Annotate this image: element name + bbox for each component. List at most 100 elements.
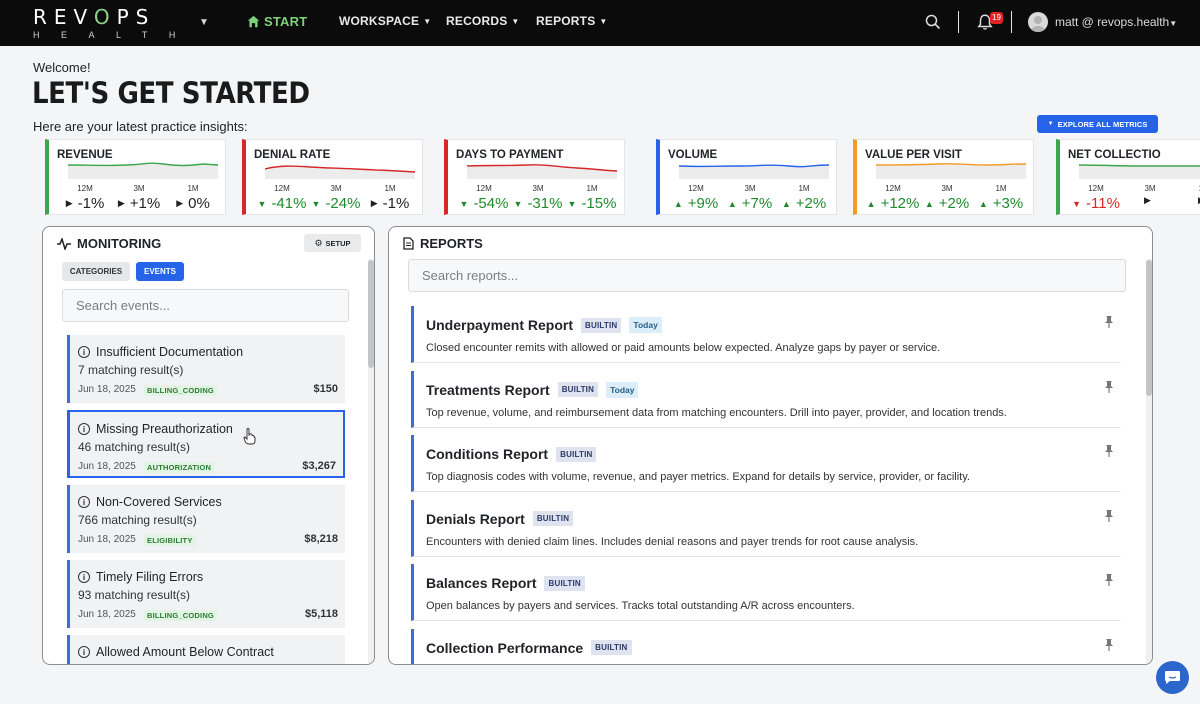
reports-header: REPORTS bbox=[403, 236, 483, 251]
event-card[interactable]: i Insufficient Documentation 7 matching re… bbox=[67, 335, 345, 403]
period-value: ▼ -54% bbox=[456, 195, 512, 212]
nav-reports[interactable]: REPORTS ▼ bbox=[536, 14, 608, 28]
chevron-down-icon: ▼ bbox=[1169, 19, 1178, 28]
sparkline-area bbox=[68, 163, 218, 179]
trend-arrow-icon: ▶ bbox=[176, 198, 184, 208]
chat-launcher-button[interactable] bbox=[1156, 661, 1189, 694]
report-card[interactable]: Denials Report BUILTIN Encounters with den… bbox=[411, 499, 1121, 557]
event-date: Jun 18, 2025 bbox=[78, 461, 136, 472]
metric-card[interactable]: VOLUME 12M ▲ +9% 3M ▲ +7% 1M ▲ +2% bbox=[656, 139, 837, 215]
metric-period: 3M ▲ +2% bbox=[919, 184, 975, 212]
info-icon: i bbox=[78, 571, 90, 583]
pin-icon[interactable] bbox=[1104, 509, 1114, 522]
metric-card[interactable]: DENIAL RATE 12M ▼ -41% 3M ▼ -24% 1M ▶ -1% bbox=[242, 139, 423, 215]
trend-value: +12% bbox=[880, 195, 920, 212]
trend-arrow-icon: ▲ bbox=[727, 198, 737, 209]
today-badge: Today bbox=[606, 381, 639, 398]
notification-badge: 19 bbox=[990, 12, 1003, 24]
period-label: 12M bbox=[1088, 184, 1104, 193]
pin-icon[interactable] bbox=[1104, 638, 1114, 651]
info-icon: i bbox=[78, 496, 90, 508]
sparkline-line bbox=[876, 163, 1026, 166]
metric-period: 12M ▼ -11% bbox=[1068, 184, 1124, 212]
report-card[interactable]: Underpayment Report BUILTIN Today Closed en… bbox=[411, 306, 1121, 363]
event-title-text: Insufficient Documentation bbox=[96, 345, 244, 359]
sparkline-line bbox=[1079, 164, 1200, 167]
bell-icon[interactable] bbox=[976, 13, 994, 31]
event-category-tag: BILLING_CODING bbox=[144, 385, 217, 396]
metric-card[interactable]: VALUE PER VISIT 12M ▲ +12% 3M ▲ +2% 1M ▲ +3% bbox=[853, 139, 1034, 215]
report-card[interactable]: Conditions Report BUILTIN Top diagnosis co… bbox=[411, 435, 1121, 492]
user-menu[interactable]: matt @ revops.health▼ bbox=[1055, 15, 1177, 29]
builtin-badge: BUILTIN bbox=[581, 317, 622, 333]
report-card[interactable]: Balances Report BUILTIN Open balances by p… bbox=[411, 564, 1121, 621]
metric-name: VALUE PER VISIT bbox=[865, 149, 962, 161]
scrollbar[interactable] bbox=[368, 259, 374, 664]
report-name-text: Balances Report bbox=[426, 575, 537, 591]
report-card[interactable]: Treatments Report BUILTIN Today Top revenue… bbox=[411, 370, 1121, 428]
period-label: 12M bbox=[476, 184, 492, 193]
trend-arrow-icon: ▲ bbox=[866, 198, 876, 209]
sparkline-line bbox=[467, 164, 617, 172]
metric-card[interactable]: NET COLLECTIO 12M ▼ -11% 3M ▶ 1M ▶ bbox=[1056, 139, 1200, 215]
tab-events[interactable]: EVENTS bbox=[136, 262, 184, 281]
event-count: 766 matching result(s) bbox=[78, 513, 197, 527]
pin-icon[interactable] bbox=[1104, 574, 1114, 586]
event-card[interactable]: i Allowed Amount Below Contract bbox=[67, 635, 345, 664]
nav-start-label: START bbox=[264, 14, 308, 29]
trend-value: +1% bbox=[129, 195, 161, 212]
metrics-row: REVENUE 12M ▶ -1% 3M ▶ +1% 1M ▶ 0% DENIAL RATE 12M ▼… bbox=[45, 139, 1200, 215]
event-title: i Insufficient Documentation bbox=[78, 345, 243, 359]
trend-arrow-icon: ▶ bbox=[65, 198, 73, 208]
period-label: 12M bbox=[885, 184, 901, 193]
event-date: Jun 18, 2025 bbox=[78, 534, 136, 545]
tab-categories[interactable]: CATEGORIES bbox=[62, 262, 130, 281]
welcome-text: Welcome! bbox=[33, 60, 91, 75]
scrollbar-thumb[interactable] bbox=[1146, 260, 1152, 396]
period-label: 3M bbox=[532, 184, 544, 193]
nav-workspace[interactable]: WORKSPACE ▼ bbox=[339, 14, 431, 28]
event-count: 7 matching result(s) bbox=[78, 363, 184, 377]
metric-card[interactable]: REVENUE 12M ▶ -1% 3M ▶ +1% 1M ▶ 0% bbox=[45, 139, 226, 215]
pin-icon[interactable] bbox=[1104, 316, 1114, 328]
builtin-badge: BUILTIN bbox=[532, 511, 574, 526]
period-label: 12M bbox=[688, 184, 704, 193]
sparkline-area bbox=[265, 166, 415, 179]
report-name-text: Collection Performance bbox=[426, 639, 584, 656]
nav-divider bbox=[1011, 11, 1012, 33]
builtin-badge: BUILTIN bbox=[557, 382, 599, 397]
period-value: ▶ -1% bbox=[362, 195, 418, 212]
period-value: ▲ +7% bbox=[722, 195, 778, 212]
info-icon: i bbox=[78, 423, 90, 435]
period-label: 1M bbox=[187, 184, 199, 193]
scrollbar-thumb[interactable] bbox=[368, 260, 374, 368]
period-label: 12M bbox=[274, 184, 290, 193]
nav-records[interactable]: RECORDS ▼ bbox=[446, 14, 520, 28]
sparkline-area bbox=[876, 163, 1026, 179]
logo[interactable]: REVOPS HEALTH bbox=[33, 7, 178, 41]
report-name: Conditions Report BUILTIN bbox=[426, 446, 597, 462]
scrollbar[interactable] bbox=[1146, 259, 1152, 664]
pin-icon[interactable] bbox=[1104, 445, 1114, 457]
setup-button[interactable]: ⚙ SETUP bbox=[304, 234, 361, 252]
search-events-input[interactable]: Search events... bbox=[62, 289, 349, 322]
logo-chevron-down-icon[interactable]: ▼ bbox=[199, 17, 209, 28]
period-value: ▼ -15% bbox=[564, 195, 620, 212]
report-card[interactable]: Collection Performance BUILTIN bbox=[411, 628, 1121, 664]
explore-all-metrics-button[interactable]: ▼ EXPLORE ALL METRICS bbox=[1037, 115, 1158, 133]
search-reports-input[interactable]: Search reports... bbox=[408, 259, 1126, 292]
chevron-down-icon: ▼ bbox=[1047, 121, 1054, 127]
trend-arrow-icon: ▲ bbox=[978, 198, 988, 209]
avatar[interactable] bbox=[1028, 12, 1048, 32]
report-description: Top revenue, volume, and reimbursement d… bbox=[426, 406, 1007, 419]
event-card[interactable]: i Non-Covered Services 766 matching result… bbox=[67, 485, 345, 553]
metric-period: 12M ▼ -41% bbox=[254, 184, 310, 212]
period-label: 1M bbox=[384, 184, 396, 193]
report-name: Underpayment Report BUILTIN Today bbox=[426, 317, 662, 333]
pin-icon[interactable] bbox=[1104, 380, 1114, 393]
metric-card[interactable]: DAYS TO PAYMENT 12M ▼ -54% 3M ▼ -31% 1M ▼ -15% bbox=[444, 139, 625, 215]
event-card[interactable]: i Missing Preauthorization 46 matching res… bbox=[67, 410, 345, 478]
search-icon[interactable] bbox=[925, 14, 941, 30]
event-card[interactable]: i Timely Filing Errors 93 matching result(… bbox=[67, 560, 345, 628]
nav-start[interactable]: START bbox=[247, 14, 307, 29]
